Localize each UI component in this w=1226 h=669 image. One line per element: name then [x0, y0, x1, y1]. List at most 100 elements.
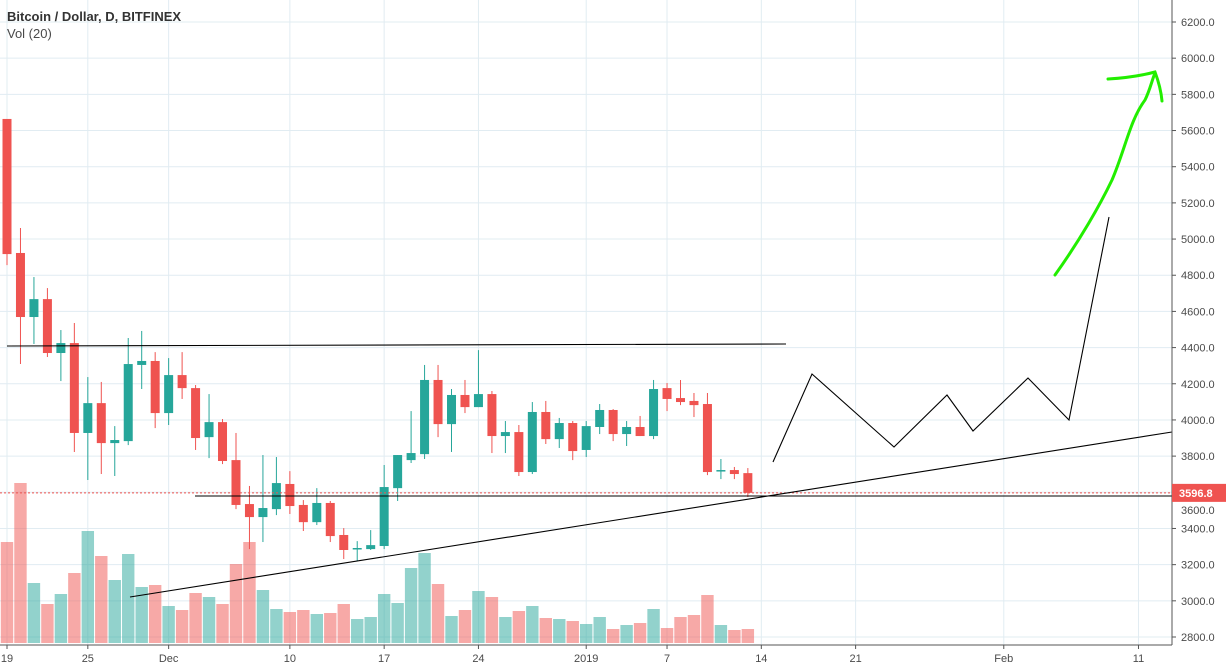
- x-tick-label: 14: [755, 653, 767, 665]
- green-arrowhead-icon[interactable]: [1106, 70, 1164, 103]
- volume-bar: [741, 629, 755, 643]
- user-drawings[interactable]: [0, 70, 1173, 598]
- candle: [514, 425, 524, 477]
- volume-bar: [377, 594, 391, 643]
- candle-body: [568, 423, 578, 452]
- candle-body: [608, 409, 618, 435]
- candle: [527, 402, 537, 475]
- candle-body: [702, 404, 712, 473]
- volume-bar: [216, 604, 229, 643]
- volume-bar: [445, 616, 458, 643]
- x-tick-label: 25: [82, 653, 94, 665]
- candle-body: [29, 299, 39, 318]
- y-tick-label: 4200.0: [1181, 379, 1215, 391]
- projection-zigzag-path[interactable]: [772, 216, 1110, 463]
- candle: [729, 466, 739, 480]
- candle-body: [473, 394, 483, 408]
- volume-bar: [175, 610, 189, 643]
- candle: [177, 352, 187, 399]
- candle-body: [325, 502, 335, 537]
- candle-body: [96, 403, 106, 444]
- candle: [595, 404, 605, 435]
- volume-bar: [54, 594, 68, 643]
- candle: [420, 364, 430, 460]
- candle-body: [123, 364, 133, 442]
- candle-body: [191, 388, 201, 439]
- volume-bar: [68, 573, 81, 643]
- volume-indicator-label[interactable]: Vol (20): [7, 26, 52, 41]
- candle: [649, 379, 659, 440]
- candle-body: [527, 411, 537, 473]
- candle-body: [177, 375, 187, 389]
- candle-body: [447, 394, 457, 425]
- candle: [96, 381, 106, 475]
- volume-bar: [122, 554, 135, 643]
- volume-bar: [95, 556, 108, 643]
- volume-bar: [81, 531, 95, 643]
- y-tick-label: 4000.0: [1181, 415, 1215, 427]
- candle-body: [218, 422, 228, 462]
- candle: [298, 500, 308, 532]
- volume-bar: [351, 619, 364, 643]
- candle-body: [352, 548, 362, 550]
- volume-bar: [553, 619, 566, 643]
- resistance-line[interactable]: [6, 343, 787, 347]
- x-tick-label: 21: [849, 653, 861, 665]
- volume-bar: [148, 585, 162, 643]
- volume-bar: [539, 618, 552, 643]
- candle-body: [258, 508, 268, 518]
- candle: [352, 541, 362, 562]
- y-tick-label: 5000.0: [1181, 234, 1215, 246]
- candle-body: [729, 470, 739, 475]
- candle-body: [244, 504, 254, 518]
- x-tick-label: 24: [472, 653, 484, 665]
- grid-lines: [0, 0, 1172, 645]
- volume-bar: [633, 623, 647, 643]
- ascending-trendline[interactable]: [129, 431, 1173, 598]
- volume-bar: [391, 603, 404, 643]
- candle-body: [110, 440, 120, 444]
- candle-body: [500, 432, 510, 437]
- x-tick-label: 7: [664, 653, 670, 665]
- candle: [312, 488, 322, 526]
- volume-bar: [310, 614, 324, 643]
- volume-bar: [418, 553, 431, 643]
- candle-body: [595, 409, 605, 427]
- volume-bar: [108, 580, 121, 643]
- candle: [191, 385, 201, 450]
- volume-bar: [337, 604, 350, 643]
- candle: [83, 377, 93, 480]
- volume-bar: [404, 568, 418, 643]
- volume-bar: [0, 542, 14, 643]
- candle-body: [2, 118, 12, 255]
- candle-body: [460, 394, 470, 408]
- candle: [716, 459, 726, 480]
- candle-body: [676, 398, 685, 403]
- x-tick-label: Feb: [994, 653, 1013, 665]
- candle: [2, 118, 12, 266]
- candle-body: [366, 545, 376, 550]
- volume-bar: [728, 630, 741, 643]
- volume-bar: [458, 610, 472, 643]
- volume-bar: [485, 597, 499, 643]
- candle: [258, 455, 268, 543]
- volume-bar: [283, 612, 297, 643]
- x-tick-label: 17: [378, 653, 390, 665]
- volume-bar: [647, 609, 660, 643]
- volume-bar: [324, 613, 337, 643]
- green-up-arrow-icon[interactable]: [1053, 71, 1157, 277]
- last-price-label: 3596.8: [1179, 488, 1213, 500]
- symbol-title[interactable]: Bitcoin / Dollar, D, BITFINEX: [7, 9, 182, 24]
- volume-bar: [162, 606, 175, 643]
- candle: [244, 485, 254, 550]
- candle: [608, 409, 618, 442]
- chart-legend: Bitcoin / Dollar, D, BITFINEX Vol (20): [7, 8, 181, 42]
- candle: [325, 500, 335, 543]
- volume-bar: [135, 587, 148, 643]
- volume-bar: [256, 590, 270, 643]
- y-tick-label: 3000.0: [1181, 596, 1215, 608]
- volume-bar: [14, 483, 27, 643]
- candle-body: [514, 432, 524, 473]
